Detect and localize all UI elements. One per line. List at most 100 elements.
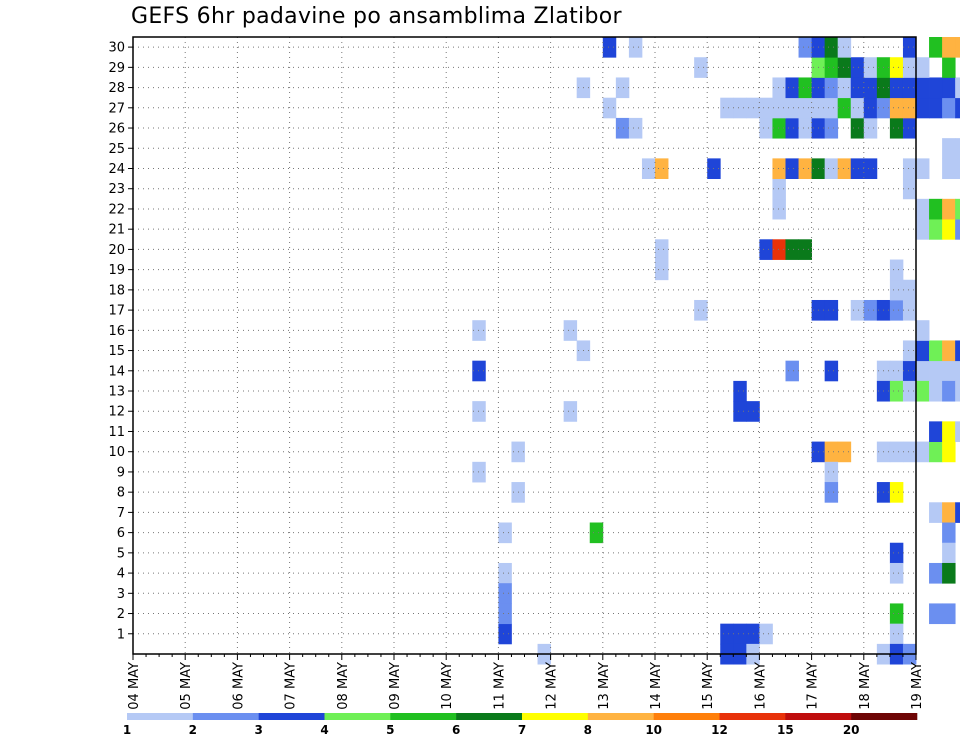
x-axis: 04 MAY 05 MAY 06 MAY 07 MAY 08 MAY 09 MAY 10 M… bbox=[127, 654, 925, 710]
precip-cell bbox=[759, 623, 773, 645]
precip-cell bbox=[472, 461, 486, 483]
precip-cell bbox=[498, 603, 512, 625]
precip-cell bbox=[942, 77, 956, 99]
legend-label: 2 bbox=[189, 723, 197, 737]
y-tick-label: 23 bbox=[108, 182, 125, 197]
legend-swatch bbox=[258, 713, 325, 720]
precip-cell bbox=[733, 380, 747, 402]
precip-cell bbox=[837, 77, 852, 99]
precip-cell bbox=[772, 198, 786, 220]
precip-cell bbox=[942, 340, 956, 362]
y-tick-label: 9 bbox=[117, 465, 125, 480]
precip-cell bbox=[955, 97, 960, 119]
precip-cell bbox=[902, 37, 917, 58]
y-tick-label: 24 bbox=[108, 162, 125, 177]
precip-cell bbox=[824, 77, 839, 99]
precip-cell bbox=[785, 158, 799, 180]
precip-cell bbox=[889, 542, 904, 564]
precip-cell bbox=[694, 57, 708, 78]
precip-cell bbox=[889, 77, 904, 99]
precipitation-cells bbox=[472, 37, 960, 665]
precip-cell bbox=[785, 97, 799, 119]
precip-cell bbox=[850, 158, 865, 180]
precip-cell bbox=[942, 97, 956, 119]
precip-cell bbox=[929, 603, 943, 625]
precip-cell bbox=[850, 97, 865, 119]
precip-cell bbox=[798, 158, 812, 180]
precip-cell bbox=[759, 239, 773, 260]
precip-cell bbox=[942, 360, 956, 382]
precip-cell bbox=[902, 360, 917, 382]
precip-cell bbox=[798, 117, 812, 139]
precip-cell bbox=[798, 239, 812, 260]
precip-cell bbox=[889, 299, 904, 321]
precip-cell bbox=[772, 117, 786, 139]
precip-cell bbox=[824, 97, 839, 119]
precip-cell bbox=[902, 77, 917, 99]
precip-cell bbox=[902, 57, 917, 78]
precip-cell bbox=[916, 441, 930, 463]
precip-cell bbox=[824, 299, 839, 321]
precip-cell bbox=[837, 37, 852, 58]
precip-cell bbox=[942, 158, 956, 180]
precip-cell bbox=[824, 37, 839, 58]
precip-cell bbox=[785, 239, 799, 260]
precip-cell bbox=[759, 97, 773, 119]
precip-cell bbox=[889, 603, 904, 625]
precip-cell bbox=[942, 421, 956, 442]
precip-cell bbox=[942, 502, 956, 523]
precip-cell bbox=[889, 441, 904, 463]
precip-cell bbox=[902, 340, 917, 362]
precip-cell bbox=[850, 117, 865, 139]
precip-cell bbox=[889, 279, 904, 301]
y-tick-label: 21 bbox=[108, 223, 125, 238]
precip-cell bbox=[902, 178, 917, 200]
legend-swatch bbox=[192, 713, 259, 720]
precip-cell bbox=[916, 158, 930, 180]
precip-cell bbox=[942, 522, 956, 544]
precip-cell bbox=[772, 77, 786, 99]
precip-cell bbox=[615, 117, 630, 139]
precip-cell bbox=[655, 239, 669, 260]
precip-cell bbox=[916, 77, 930, 99]
y-tick-label: 17 bbox=[108, 304, 125, 319]
precip-cell bbox=[472, 401, 486, 422]
precip-cell bbox=[798, 77, 812, 99]
y-tick-label: 3 bbox=[117, 587, 125, 602]
x-tick-label: 16 MAY bbox=[753, 662, 768, 710]
precip-cell bbox=[902, 97, 917, 119]
precip-cell bbox=[929, 219, 943, 240]
y-tick-label: 10 bbox=[108, 445, 125, 460]
precip-cell bbox=[955, 502, 960, 523]
precip-cell bbox=[916, 198, 930, 220]
precip-cell bbox=[955, 158, 960, 180]
legend-label: 5 bbox=[386, 723, 394, 737]
precip-cell bbox=[824, 158, 839, 180]
color-legend: 1 2 3 4 5 6 7 8 10 12 15 20 bbox=[123, 713, 918, 737]
legend-label: 1 bbox=[123, 723, 131, 737]
legend-swatch bbox=[785, 713, 852, 720]
precip-cell bbox=[902, 158, 917, 180]
precip-cell bbox=[942, 441, 956, 463]
grid-lines bbox=[132, 37, 917, 654]
precip-cell bbox=[889, 259, 904, 281]
precip-cell bbox=[824, 441, 839, 463]
legend-swatch bbox=[719, 713, 786, 720]
legend-swatch bbox=[324, 713, 391, 720]
precip-cell bbox=[955, 219, 960, 240]
precip-cell bbox=[955, 360, 960, 382]
precip-cell bbox=[863, 117, 878, 139]
legend-swatch bbox=[522, 713, 589, 720]
legend-swatch bbox=[127, 713, 194, 720]
precip-cell bbox=[902, 380, 917, 402]
precip-cell bbox=[929, 380, 943, 402]
precip-cell bbox=[902, 279, 917, 301]
precip-cell bbox=[602, 97, 617, 119]
precip-cell bbox=[889, 482, 904, 503]
precip-cell bbox=[942, 219, 956, 240]
precip-cell bbox=[889, 57, 904, 78]
x-tick-label: 08 MAY bbox=[336, 662, 351, 710]
legend-swatch bbox=[390, 713, 457, 720]
precip-cell bbox=[889, 360, 904, 382]
